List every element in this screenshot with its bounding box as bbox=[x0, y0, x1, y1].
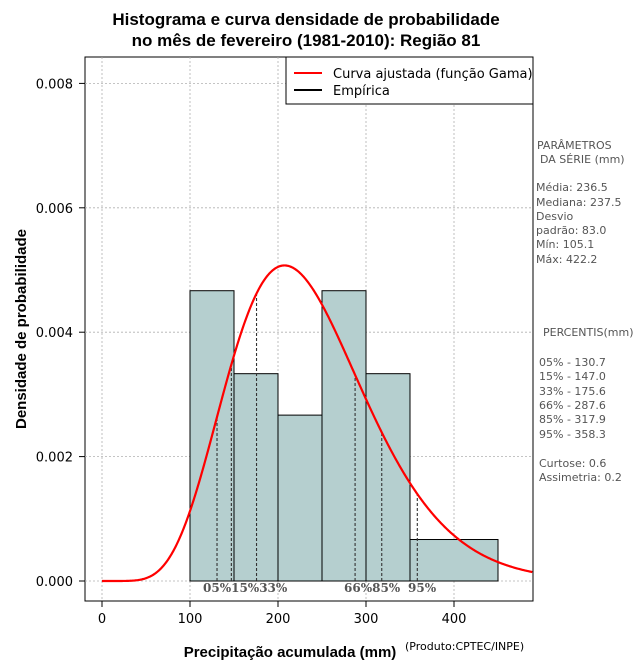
chart-title-line2: no mês de fevereiro (1981-2010): Região … bbox=[132, 31, 481, 50]
legend-empirical-label: Empírica bbox=[333, 84, 390, 99]
histogram-bar-2 bbox=[277, 414, 323, 582]
y-tick-label-1: 0.002 bbox=[36, 451, 73, 466]
y-tick-label-2: 0.004 bbox=[36, 326, 73, 341]
histogram-bar-3 bbox=[321, 290, 367, 582]
percentis-title: PERCENTIS(mm) bbox=[543, 326, 634, 339]
gamma-curve-line bbox=[102, 264, 533, 583]
param-media: Média: 236.5 bbox=[536, 181, 608, 194]
y-tick-label-3: 0.006 bbox=[36, 202, 73, 217]
param-max: Máx: 422.2 bbox=[536, 253, 597, 266]
percentile-labels: 05%15%33% 66%85% 95% bbox=[203, 581, 437, 595]
x-tick-label-4: 400 bbox=[442, 612, 467, 627]
stat-curtose: Curtose: 0.6 bbox=[539, 457, 606, 470]
x-axis-label: Precipitação acumulada (mm) bbox=[184, 644, 397, 660]
x-axis: 0 100 200 300 400 bbox=[98, 601, 467, 627]
product-credit: (Produto:CPTEC/INPE) bbox=[405, 640, 524, 653]
chart-title-line1: Histograma e curva densidade de probabil… bbox=[112, 10, 499, 29]
percentil-05: 05% - 130.7 bbox=[539, 356, 606, 369]
histogram-bar-5 bbox=[409, 539, 499, 582]
percentile-label-group-right: 95% bbox=[408, 581, 437, 595]
percentile-label-group-left: 05%15%33% bbox=[203, 581, 288, 595]
param-desvio-2: padrão: 83.0 bbox=[536, 224, 606, 237]
params-title-2: DA SÉRIE (mm) bbox=[540, 153, 625, 166]
x-tick-label-0: 0 bbox=[98, 612, 106, 627]
percentile-label-group-middle: 66%85% bbox=[344, 581, 401, 595]
x-tick-label-1: 100 bbox=[178, 612, 203, 627]
params-title-1: PARÂMETROS bbox=[537, 139, 612, 152]
stat-assimetria: Assimetria: 0.2 bbox=[539, 471, 622, 484]
param-min: Mín: 105.1 bbox=[536, 238, 594, 251]
y-tick-label-0: 0.000 bbox=[36, 575, 73, 590]
param-mediana: Mediana: 237.5 bbox=[536, 196, 621, 209]
y-tick-label-4: 0.008 bbox=[36, 77, 73, 92]
percentil-95: 95% - 358.3 bbox=[539, 428, 606, 441]
param-desvio-1: Desvio bbox=[536, 210, 574, 223]
histogram-bar-4 bbox=[365, 373, 411, 582]
percentil-66: 66% - 287.6 bbox=[539, 399, 606, 412]
x-tick-label-3: 300 bbox=[354, 612, 379, 627]
percentil-85: 85% - 317.9 bbox=[539, 413, 606, 426]
legend-gamma-label: Curva ajustada (função Gama) bbox=[333, 67, 533, 82]
series-parameters-panel: PARÂMETROS DA SÉRIE (mm) Média: 236.5 Me… bbox=[536, 139, 634, 484]
legend: Curva ajustada (função Gama) Empírica bbox=[285, 56, 534, 105]
percentil-15: 15% - 147.0 bbox=[539, 370, 606, 383]
percentil-33: 33% - 175.6 bbox=[539, 385, 606, 398]
percentile-lines bbox=[216, 293, 418, 581]
y-axis-label: Densidade de probabilidade bbox=[13, 229, 30, 429]
y-axis: 0.000 0.002 0.004 0.006 0.008 bbox=[36, 77, 85, 590]
x-tick-label-2: 200 bbox=[266, 612, 291, 627]
legend-box bbox=[285, 56, 534, 105]
